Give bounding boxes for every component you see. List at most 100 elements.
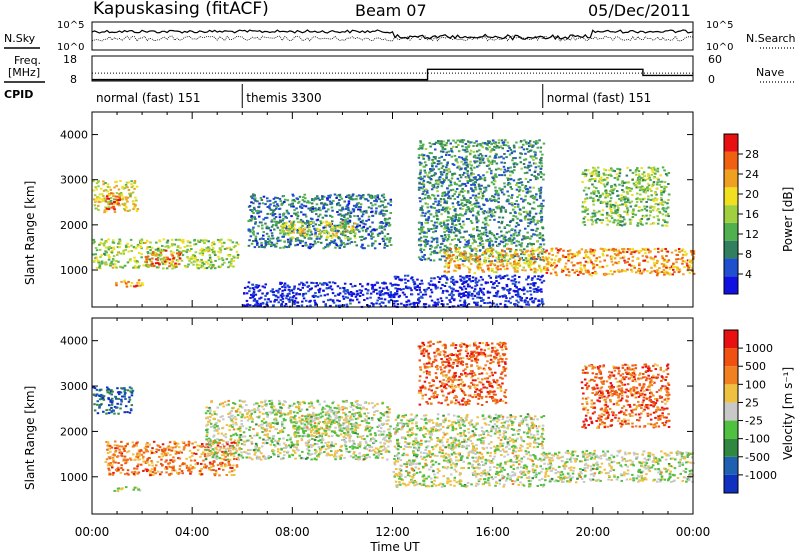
heatmap-cell — [178, 253, 181, 255]
heatmap-cell — [480, 161, 483, 163]
heatmap-cell — [481, 227, 484, 229]
heatmap-cell — [612, 189, 615, 191]
heatmap-cell — [431, 163, 434, 165]
heatmap-cell — [434, 201, 437, 203]
heatmap-cell — [449, 208, 452, 210]
heatmap-cell — [508, 147, 511, 149]
heatmap-cell — [122, 197, 125, 199]
heatmap-cell — [495, 257, 498, 259]
heatmap-cell — [603, 250, 606, 252]
heatmap-cell — [509, 297, 512, 299]
heatmap-cell — [585, 261, 588, 263]
heatmap-cell — [467, 175, 470, 177]
heatmap-cell — [421, 280, 424, 282]
heatmap-cell — [99, 249, 102, 251]
heatmap-cell — [382, 201, 385, 203]
heatmap-cell — [461, 145, 464, 147]
heatmap-cell — [449, 197, 452, 199]
heatmap-cell — [382, 222, 385, 224]
heatmap-cell — [209, 257, 212, 259]
heatmap-cell — [531, 157, 534, 159]
heatmap-cell — [538, 188, 541, 190]
heatmap-cell — [622, 251, 625, 253]
heatmap-cell — [498, 142, 501, 144]
heatmap-cell — [460, 236, 463, 238]
heatmap-cell — [489, 302, 492, 304]
heatmap-cell — [305, 223, 308, 225]
heatmap-cell — [537, 248, 540, 250]
heatmap-cell — [299, 221, 302, 223]
heatmap-cell — [428, 258, 431, 260]
heatmap-cell — [527, 276, 530, 278]
heatmap-cell — [349, 303, 352, 305]
heatmap-cell — [510, 280, 513, 282]
heatmap-cell — [107, 238, 110, 240]
heatmap-cell — [611, 256, 614, 258]
heatmap-cell — [168, 265, 171, 267]
heatmap-cell — [465, 146, 468, 148]
heatmap-cell — [462, 236, 465, 238]
heatmap-cell — [483, 204, 486, 206]
heatmap-cell — [179, 258, 182, 260]
heatmap-cell — [264, 298, 267, 300]
heatmap-cell — [534, 171, 537, 173]
heatmap-cell — [277, 227, 280, 229]
heatmap-cell — [99, 242, 102, 244]
heatmap-cell — [448, 286, 451, 288]
heatmap-cell — [268, 227, 271, 229]
heatmap-cell — [631, 248, 634, 250]
heatmap-cell — [474, 272, 477, 274]
heatmap-cell — [319, 233, 322, 235]
heatmap-cell — [524, 228, 527, 230]
heatmap-cell — [504, 268, 507, 270]
heatmap-cell — [311, 198, 314, 200]
heatmap-cell — [514, 157, 517, 159]
heatmap-cell — [496, 267, 499, 269]
heatmap-cell — [431, 291, 434, 293]
heatmap-cell — [181, 260, 184, 262]
heatmap-cell — [675, 250, 678, 252]
heatmap-cell — [258, 298, 261, 300]
heatmap-cell — [621, 203, 624, 205]
heatmap-cell — [527, 151, 530, 153]
heatmap-cell — [426, 288, 429, 290]
heatmap-cell — [660, 192, 663, 194]
heatmap-cell — [485, 240, 488, 242]
heatmap-cell — [580, 264, 583, 266]
heatmap-cell — [681, 257, 684, 259]
heatmap-cell — [663, 188, 666, 190]
heatmap-cell — [405, 301, 408, 303]
heatmap-cell — [338, 199, 341, 201]
heatmap-cell — [376, 293, 379, 295]
heatmap-cell — [135, 267, 138, 269]
heatmap-cell — [668, 273, 671, 275]
heatmap-cell — [504, 226, 507, 228]
heatmap-cell — [366, 297, 369, 299]
heatmap-cell — [371, 284, 374, 286]
heatmap-cell — [626, 251, 629, 253]
heatmap-cell — [360, 292, 363, 294]
heatmap-cell — [343, 291, 346, 293]
heatmap-cell — [478, 193, 481, 195]
heatmap-cell — [278, 208, 281, 210]
heatmap-cell — [310, 209, 313, 211]
heatmap-cell — [117, 252, 120, 254]
heatmap-cell — [134, 197, 137, 199]
heatmap-cell — [609, 200, 612, 202]
heatmap-cell — [181, 240, 184, 242]
heatmap-cell — [381, 232, 384, 234]
heatmap-cell — [386, 287, 389, 289]
heatmap-cell — [495, 200, 498, 202]
heatmap-cell — [527, 167, 530, 169]
heatmap-cell — [417, 293, 420, 295]
heatmap-cell — [667, 183, 670, 185]
heatmap-cell — [672, 273, 675, 275]
heatmap-cell — [339, 224, 342, 226]
heatmap-cell — [444, 266, 447, 268]
heatmap-cell — [601, 202, 604, 204]
heatmap-cell — [474, 162, 477, 164]
heatmap-cell — [444, 260, 447, 262]
heatmap-cell — [108, 256, 111, 258]
heatmap-cell — [520, 140, 523, 142]
heatmap-cell — [461, 188, 464, 190]
